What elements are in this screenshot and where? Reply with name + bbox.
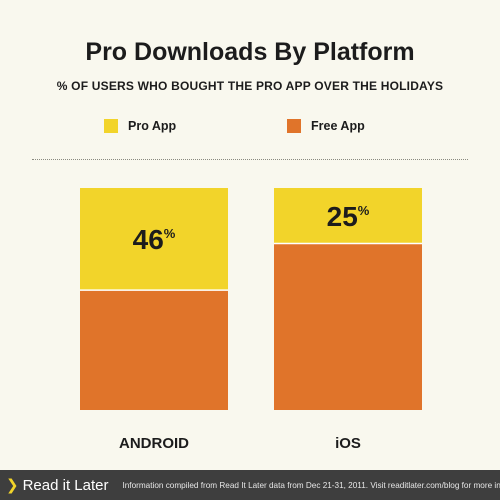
read-it-later-logo: ❯ Read it Later: [6, 476, 109, 495]
chart-title: Pro Downloads By Platform: [85, 38, 415, 66]
bar-free-android: [80, 290, 228, 410]
legend-item-free: Free App: [287, 119, 365, 133]
footer-bar: ❯ Read it Later Information compiled fro…: [0, 470, 500, 500]
footer-credit: Information compiled from Read It Later …: [122, 480, 500, 490]
category-label-android: ANDROID: [119, 435, 189, 452]
stacked-bar-chart: 46% ANDROID 25% iOS: [80, 188, 422, 452]
legend-item-pro: Pro App: [104, 119, 176, 133]
logo-text: Read it Later: [22, 476, 109, 494]
data-label-ios: 25%: [327, 201, 370, 232]
legend-swatch-pro: [104, 119, 118, 133]
legend-label-free: Free App: [311, 119, 365, 133]
data-label-android: 46%: [133, 224, 176, 255]
legend-swatch-free: [287, 119, 301, 133]
divider: [32, 159, 468, 160]
chevron-right-icon: ❯: [6, 477, 19, 494]
legend-label-pro: Pro App: [128, 119, 177, 133]
bar-pro-android: [80, 188, 228, 291]
chart-subtitle: % OF USERS WHO BOUGHT THE PRO APP OVER T…: [56, 79, 444, 93]
bar-free-ios: [274, 243, 422, 410]
bar-pro-ios: [274, 188, 422, 244]
category-label-ios: iOS: [335, 435, 361, 452]
